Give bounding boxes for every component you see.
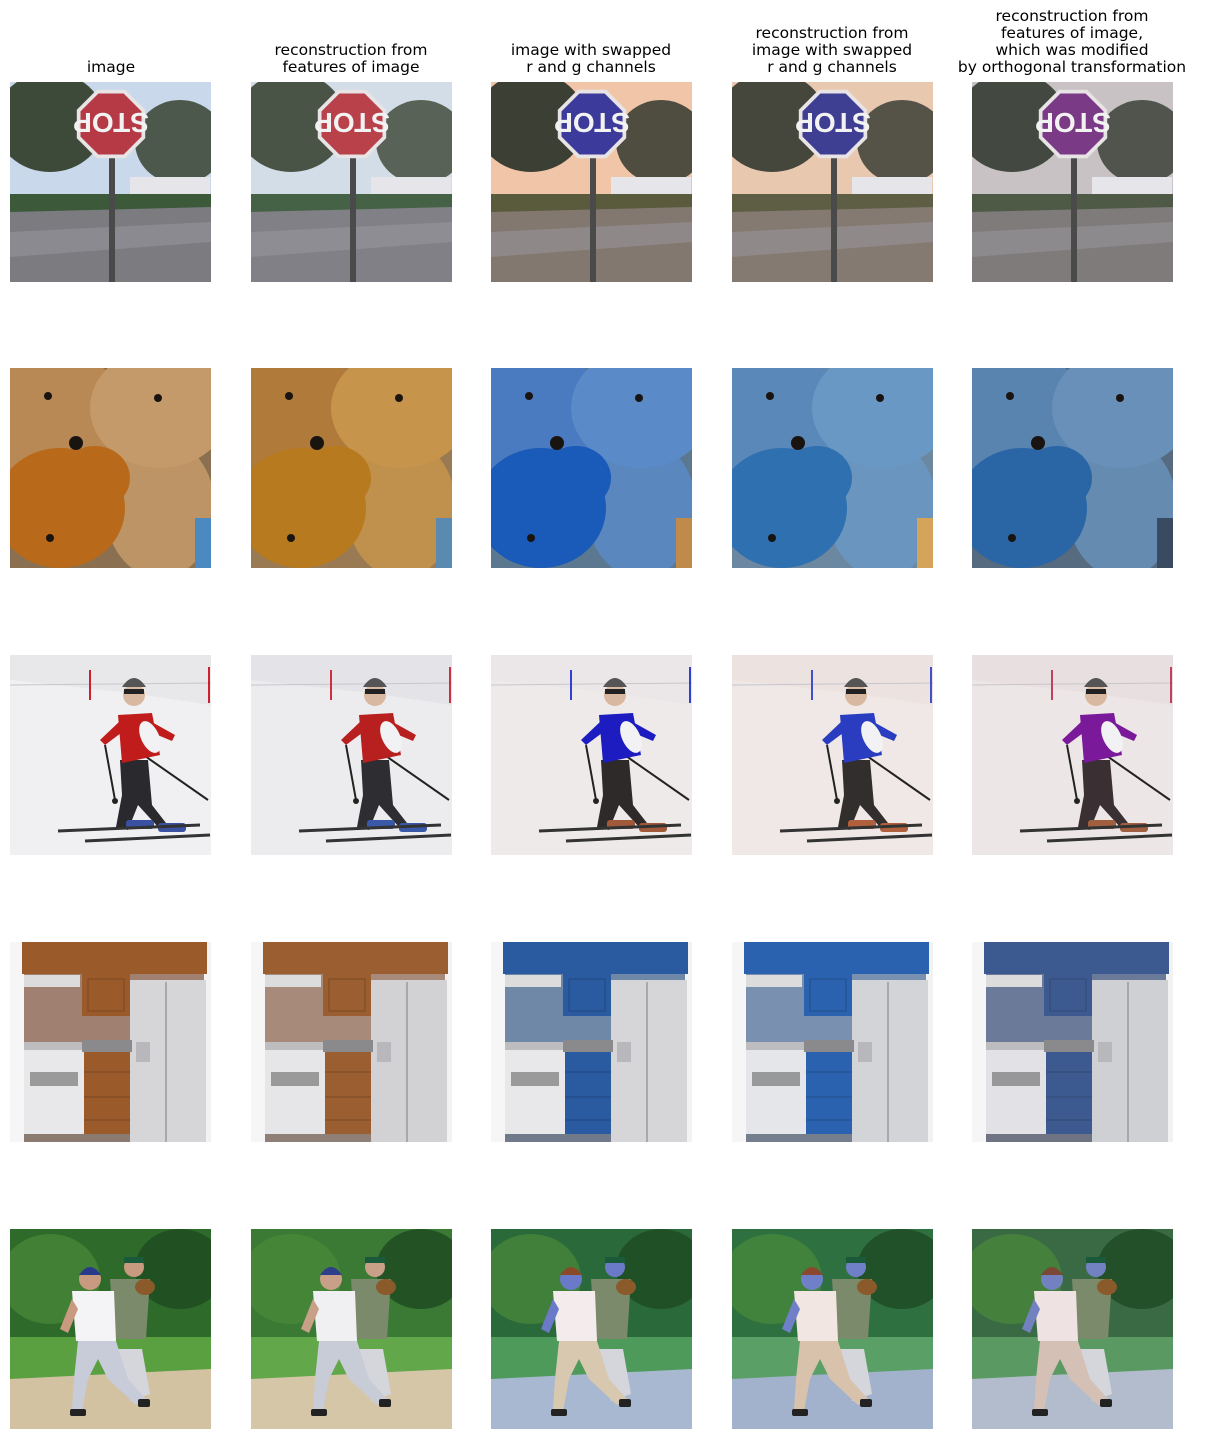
teddy-bears-photo: [732, 368, 933, 568]
stop-sign-photo: STOP: [972, 82, 1173, 282]
image-tile-stop-sign-col-5: STOP: [972, 82, 1173, 282]
skier-photo: [251, 655, 452, 855]
teddy-bears-photo: [972, 368, 1173, 568]
image-tile-kitchen-col-3: [491, 942, 692, 1142]
image-tile-baseball-col-3: [491, 1229, 692, 1429]
column-title-swapped-reconstruction: reconstruction from image with swapped r…: [751, 24, 913, 76]
skier-photo: [491, 655, 692, 855]
stop-sign-photo: STOP: [10, 82, 211, 282]
image-tile-skier-col-4: [732, 655, 933, 855]
kitchen-photo: [251, 942, 452, 1142]
image-tile-baseball-col-2: [251, 1229, 452, 1429]
kitchen-photo: [972, 942, 1173, 1142]
stop-sign-photo: STOP: [491, 82, 692, 282]
baseball-photo: [491, 1229, 692, 1429]
image-tile-stop-sign-col-2: STOP: [251, 82, 452, 282]
stop-sign-photo: STOP: [251, 82, 452, 282]
teddy-bears-photo: [251, 368, 452, 568]
image-tile-kitchen-col-1: [10, 942, 211, 1142]
skier-photo: [732, 655, 933, 855]
image-tile-stop-sign-col-4: STOP: [732, 82, 933, 282]
baseball-photo: [732, 1229, 933, 1429]
kitchen-photo: [10, 942, 211, 1142]
svg-text:STOP: STOP: [314, 107, 390, 138]
image-tile-teddy-bears-col-3: [491, 368, 692, 568]
teddy-bears-photo: [10, 368, 211, 568]
image-tile-kitchen-col-5: [972, 942, 1173, 1142]
image-tile-teddy-bears-col-1: [10, 368, 211, 568]
teddy-bears-photo: [491, 368, 692, 568]
column-title-image: image: [86, 58, 136, 76]
column-title-reconstruction: reconstruction from features of image: [274, 41, 428, 76]
image-tile-skier-col-5: [972, 655, 1173, 855]
column-title-orthogonal-reconstruction: reconstruction from features of image, w…: [957, 7, 1187, 76]
column-title-swapped-image: image with swapped r and g channels: [510, 41, 672, 76]
image-tile-stop-sign-col-1: STOP: [10, 82, 211, 282]
image-tile-skier-col-1: [10, 655, 211, 855]
skier-photo: [10, 655, 211, 855]
image-tile-teddy-bears-col-4: [732, 368, 933, 568]
baseball-photo: [972, 1229, 1173, 1429]
svg-text:STOP: STOP: [795, 107, 871, 138]
image-tile-kitchen-col-2: [251, 942, 452, 1142]
stop-sign-photo: STOP: [732, 82, 933, 282]
baseball-photo: [251, 1229, 452, 1429]
image-tile-teddy-bears-col-5: [972, 368, 1173, 568]
image-tile-baseball-col-5: [972, 1229, 1173, 1429]
image-tile-baseball-col-1: [10, 1229, 211, 1429]
image-tile-kitchen-col-4: [732, 942, 933, 1142]
kitchen-photo: [491, 942, 692, 1142]
svg-text:STOP: STOP: [1035, 107, 1111, 138]
baseball-photo: [10, 1229, 211, 1429]
skier-photo: [972, 655, 1173, 855]
image-tile-stop-sign-col-3: STOP: [491, 82, 692, 282]
image-tile-skier-col-2: [251, 655, 452, 855]
svg-text:STOP: STOP: [73, 107, 149, 138]
image-tile-teddy-bears-col-2: [251, 368, 452, 568]
image-tile-baseball-col-4: [732, 1229, 933, 1429]
kitchen-photo: [732, 942, 933, 1142]
svg-text:STOP: STOP: [554, 107, 630, 138]
image-tile-skier-col-3: [491, 655, 692, 855]
